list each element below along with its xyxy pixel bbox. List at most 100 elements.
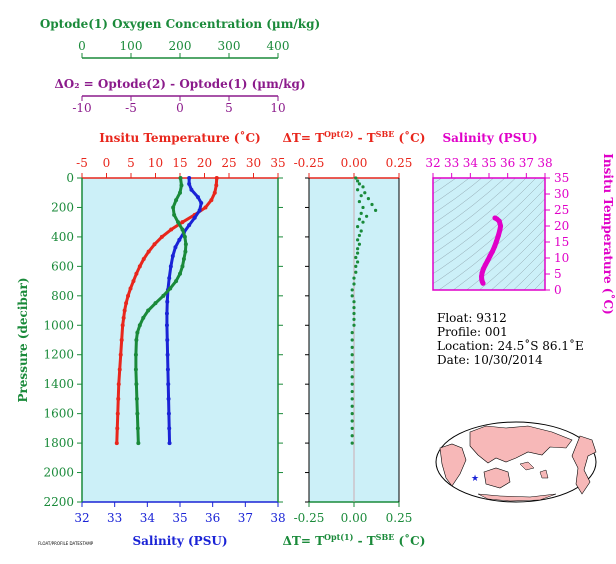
delta-t-bottom-tick-label: -0.25 [294, 511, 325, 525]
data-point-salinity [165, 367, 170, 372]
delta-t-point [361, 185, 365, 189]
profile-series [114, 176, 219, 446]
delta-t-point [356, 260, 360, 264]
delta-t-point [350, 331, 354, 335]
density-contour [491, 238, 545, 290]
data-point-temperature [116, 396, 121, 401]
data-point-salinity [165, 299, 170, 304]
data-point-oxygen [134, 338, 139, 342]
delta-o2-axis: ΔO₂ = Optode(2) - Optode(1) (µm/kg) -10-… [54, 77, 305, 115]
ts-diagram: Salinity (PSU) 32 33 34 35 36 37 3805101520253… [425, 131, 616, 315]
pressure-tick-label: 1000 [43, 318, 74, 332]
oxygen-axis-ticks: 0 100 200 300 400 [78, 39, 289, 58]
delta-t-point [350, 412, 354, 416]
delta-t-point [357, 233, 361, 238]
map-landmass-islands [519, 461, 549, 479]
ts-salinity-tick-label: 35 [481, 156, 496, 170]
oxygen-tick-label: 200 [169, 39, 192, 53]
data-point-oxygen [141, 315, 146, 320]
delta-t-point [350, 397, 354, 401]
delta-o2-tick-label: 5 [225, 101, 233, 115]
ts-point [495, 233, 501, 239]
delta-t-point [352, 317, 356, 321]
ts-temperature-tick-label: 25 [554, 203, 569, 217]
delta-t-point [350, 375, 354, 379]
density-contour [513, 258, 545, 290]
ts-temperature-tick-label: 15 [554, 235, 569, 249]
data-point-salinity [168, 264, 173, 269]
delta-t-point [354, 176, 358, 180]
temperature-tick-label: 25 [221, 156, 236, 170]
delta-t-point [352, 300, 356, 304]
delta-t-point [356, 179, 360, 183]
delta-t-point [350, 353, 354, 357]
ts-point [482, 262, 488, 268]
data-point-oxygen [182, 234, 187, 239]
data-point-salinity [166, 411, 171, 416]
ts-temperature-title: Insitu Temperature (˚C) [601, 153, 616, 314]
data-point-oxygen [180, 227, 185, 232]
ts-point [485, 258, 491, 264]
delta-t-point [350, 426, 354, 430]
data-point-temperature [121, 315, 126, 320]
data-point-temperature [209, 198, 214, 203]
oxygen-axis: Optode(1) Oxygen Concentration (µm/kg) 0… [40, 17, 320, 59]
density-contour [433, 178, 483, 214]
delta-t-point [359, 211, 363, 215]
delta-o2-tick-label: 0 [176, 101, 184, 115]
datestamp: FLOAT/PROFILE DATESTAMP [38, 541, 94, 546]
pressure-tick-label: 400 [51, 230, 74, 244]
ts-salinity-tick-label: 33 [444, 156, 459, 170]
density-contour [433, 188, 545, 284]
data-point-oxygen [174, 279, 179, 284]
delta-t-point [350, 404, 354, 408]
delta-t-point [352, 306, 356, 310]
data-point-temperature [119, 338, 124, 342]
ts-salinity-tick-label: 38 [537, 156, 552, 170]
ts-point [492, 243, 498, 249]
data-point-salinity [177, 237, 182, 242]
float-location: Location: 24.5˚S 86.1˚E [437, 339, 584, 353]
delta-o2-tick-label: 10 [270, 101, 285, 115]
delta-t-point [350, 338, 354, 342]
delta-t-point [361, 220, 365, 224]
ts-background [433, 178, 545, 290]
pressure-tick-label: 600 [51, 259, 74, 273]
map-landmass-australia [483, 467, 511, 489]
temperature-axis-ticks: -5 0 5 10 15 20 25 30 35 [76, 156, 286, 178]
delta-t-point [350, 389, 354, 394]
delta-t-point [356, 238, 360, 242]
data-point-oxygen [183, 242, 188, 247]
data-point-salinity [197, 208, 202, 213]
temperature-tick-label: 20 [197, 156, 212, 170]
delta-t-point [352, 323, 356, 327]
delta-t-point [354, 255, 358, 260]
delta-t-point [356, 247, 360, 251]
ts-point [492, 215, 498, 221]
oxygen-axis-title: Optode(1) Oxygen Concentration (µm/kg) [40, 17, 320, 31]
ts-temperature-tick-label: 0 [554, 283, 562, 297]
map-landmass-africa [439, 443, 467, 487]
oxygen-tick-label: 300 [218, 39, 241, 53]
data-point-temperature [115, 426, 120, 431]
data-point-temperature [212, 190, 217, 195]
delta-t-point [350, 360, 354, 364]
data-point-oxygen [134, 382, 139, 387]
data-point-salinity [199, 201, 204, 206]
delta-t-point [365, 214, 369, 218]
ts-series [479, 215, 504, 286]
temperature-tick-label: 5 [127, 156, 135, 170]
delta-t-point [370, 202, 374, 207]
ts-temperature-tick-label: 30 [554, 187, 569, 201]
delta-t-point [352, 276, 356, 280]
density-contour [433, 178, 470, 204]
density-contour [502, 248, 545, 290]
salinity-tick-label: 32 [74, 511, 89, 525]
delta-t-point [361, 205, 365, 210]
data-point-salinity [166, 396, 171, 401]
data-point-salinity [192, 215, 197, 220]
delta-o2-tick-label: -5 [125, 101, 137, 115]
data-point-temperature [214, 183, 219, 188]
